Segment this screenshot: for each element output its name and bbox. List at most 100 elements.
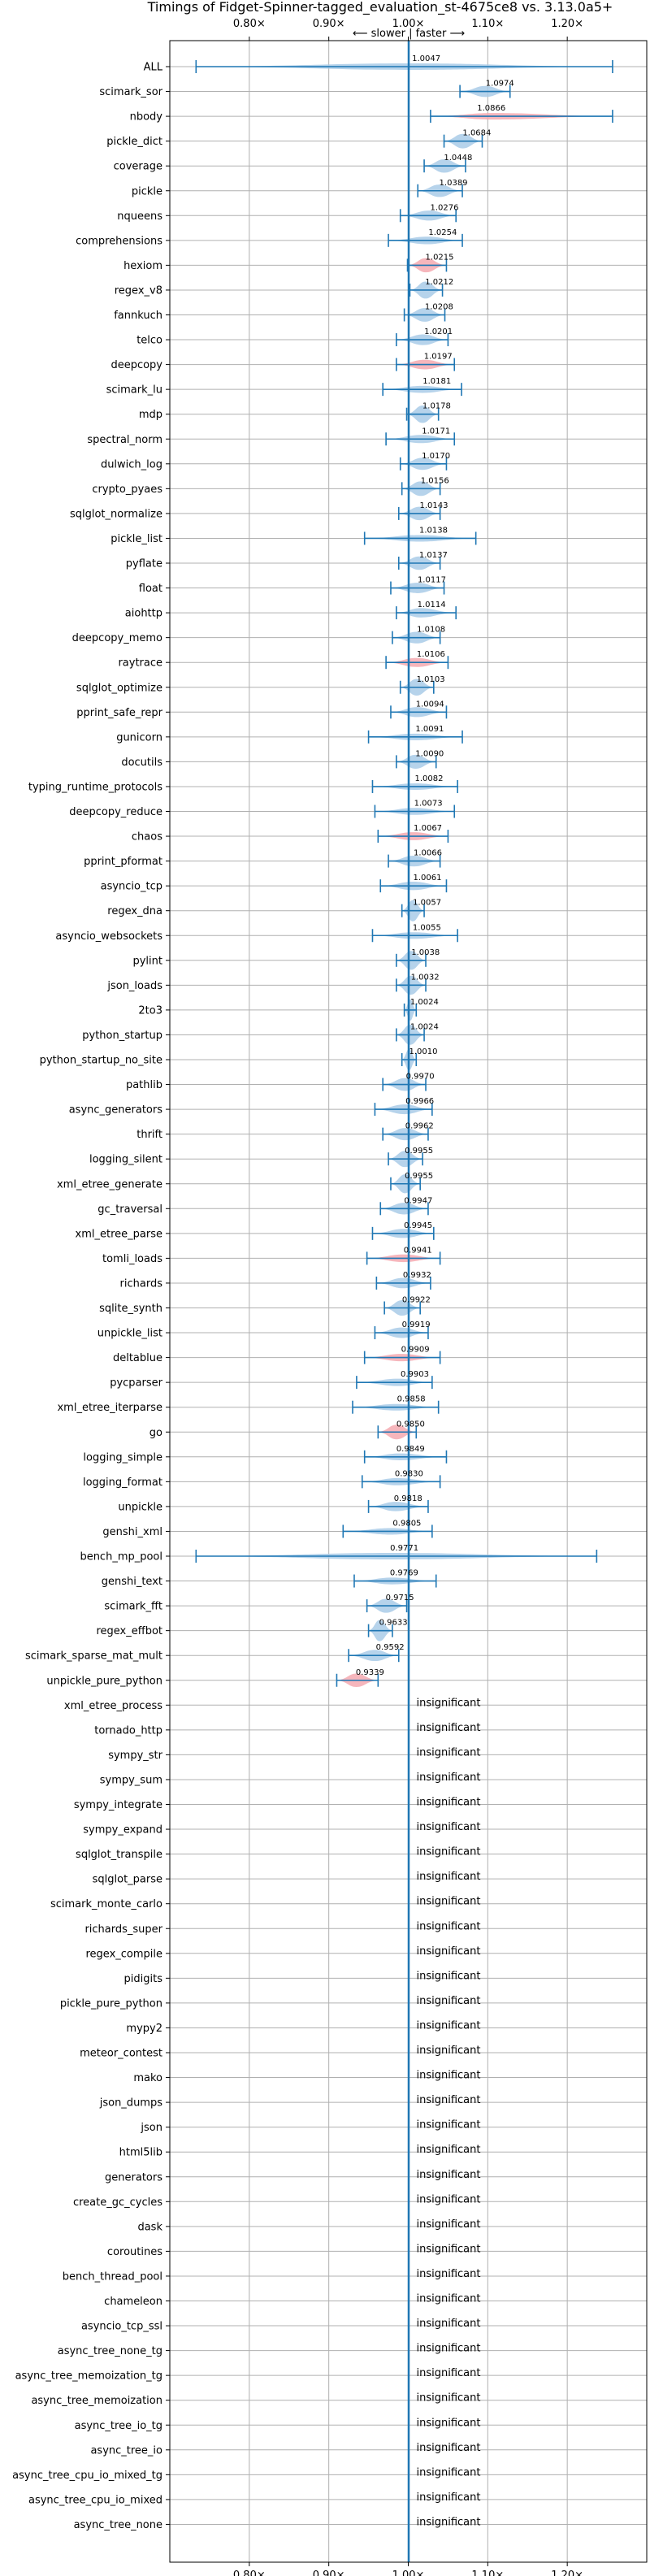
- value-label: 1.0276: [431, 203, 459, 212]
- value-label: 0.9805: [392, 1519, 421, 1528]
- benchmark-label: xml_etree_generate: [57, 1178, 162, 1190]
- benchmark-label: meteor_contest: [80, 2048, 162, 2060]
- benchmark-label: json_loads: [106, 980, 162, 992]
- value-label: 0.9955: [405, 1147, 433, 1156]
- insignificant-label: insignificant: [417, 2268, 481, 2280]
- value-label: 1.0448: [444, 154, 472, 163]
- benchmark-label: tomli_loads: [102, 1253, 162, 1265]
- insignificant-label: insignificant: [417, 2491, 481, 2504]
- benchmark-label: sqlglot_parse: [93, 1874, 162, 1886]
- value-label: 1.0057: [413, 899, 441, 908]
- benchmark-label: coroutines: [107, 2246, 162, 2258]
- value-label: 1.0215: [426, 253, 454, 262]
- value-label: 0.9858: [397, 1395, 426, 1404]
- benchmark-label: json_dumps: [99, 2097, 162, 2110]
- benchmark-label: genshi_xml: [102, 1526, 162, 1538]
- benchmark-label: crypto_pyaes: [92, 484, 162, 496]
- benchmark-label: async_tree_memoization: [31, 2395, 162, 2407]
- benchmark-label: bench_mp_pool: [80, 1551, 162, 1563]
- benchmark-label: regex_effbot: [96, 1625, 162, 1637]
- value-label: 0.9339: [356, 1668, 384, 1677]
- benchmark-label: deepcopy_memo: [72, 632, 162, 644]
- value-label: 1.0032: [411, 973, 440, 982]
- insignificant-label: insignificant: [417, 1896, 481, 1908]
- insignificant-label: insignificant: [417, 2516, 481, 2528]
- benchmark-label: pickle_list: [110, 533, 162, 545]
- benchmark-label: pyflate: [126, 558, 162, 570]
- value-label: 1.0106: [417, 650, 445, 659]
- insignificant-label: insignificant: [417, 2466, 481, 2478]
- x-tick-label-top: 1.20×: [551, 18, 583, 30]
- value-label: 1.0024: [410, 1022, 439, 1031]
- benchmark-label: deepcopy_reduce: [69, 806, 162, 818]
- benchmark-label: regex_compile: [85, 1948, 162, 1960]
- value-label: 1.0389: [440, 179, 468, 188]
- benchmark-label: genshi_text: [102, 1576, 162, 1588]
- benchmark-label: sympy_sum: [100, 1774, 162, 1786]
- benchmark-label: scimark_sor: [99, 86, 162, 98]
- value-label: 0.9970: [406, 1073, 435, 1082]
- value-label: 0.9922: [402, 1296, 431, 1305]
- benchmark-label: pprint_pformat: [84, 856, 162, 868]
- benchmark-label: sqlglot_normalize: [70, 508, 162, 520]
- value-label: 1.0178: [422, 402, 451, 411]
- benchmark-label: gc_traversal: [98, 1203, 162, 1216]
- benchmark-label: float: [139, 583, 162, 595]
- benchmark-label: asyncio_tcp_ssl: [81, 2321, 162, 2333]
- benchmark-label: logging_silent: [89, 1154, 162, 1166]
- insignificant-label: insignificant: [417, 2193, 481, 2205]
- value-label: 0.9945: [404, 1221, 432, 1230]
- value-label: 0.9903: [401, 1370, 429, 1379]
- value-label: 1.0143: [419, 501, 448, 510]
- insignificant-label: insignificant: [417, 2442, 481, 2454]
- value-label: 1.0171: [422, 427, 450, 436]
- x-tick-label-top: 0.90×: [313, 18, 345, 30]
- benchmark-label: xml_etree_parse: [76, 1228, 162, 1240]
- benchmark-label: create_gc_cycles: [73, 2197, 162, 2209]
- value-label: 0.9633: [379, 1619, 408, 1628]
- value-label: 1.0082: [415, 774, 444, 783]
- insignificant-label: insignificant: [417, 2218, 481, 2231]
- benchmark-label: asyncio_tcp: [101, 881, 162, 893]
- benchmark-label: aiohttp: [125, 608, 162, 620]
- benchmark-label: generators: [105, 2171, 162, 2184]
- benchmark-label: thrift: [136, 1129, 162, 1141]
- benchmark-label: pickle_pure_python: [60, 1997, 162, 2010]
- benchmark-label: scimark_fft: [104, 1601, 162, 1613]
- benchmark-label: regex_v8: [115, 284, 162, 297]
- x-tick-label-bottom: 1.20×: [551, 2569, 583, 2576]
- benchmark-label: pathlib: [126, 1079, 162, 1091]
- value-label: 0.9932: [403, 1271, 431, 1280]
- benchmark-label: pycparser: [110, 1377, 162, 1390]
- benchmark-label: async_tree_none_tg: [58, 2345, 162, 2357]
- benchmark-label: mypy2: [126, 2023, 162, 2035]
- benchmark-label: spectral_norm: [87, 434, 162, 446]
- benchmark-label: go: [150, 1427, 162, 1439]
- value-label: 1.0197: [424, 353, 453, 362]
- value-label: 1.0866: [477, 104, 505, 113]
- x-tick-label-top: 0.80×: [233, 18, 266, 30]
- direction-label: ⟵ slower | faster ⟶: [353, 28, 465, 40]
- benchmark-label: chameleon: [104, 2296, 162, 2308]
- value-label: 1.0010: [409, 1047, 437, 1056]
- benchmark-label: unpickle: [118, 1501, 162, 1513]
- value-label: 1.0073: [414, 800, 443, 809]
- insignificant-label: insignificant: [417, 1995, 481, 2007]
- value-label: 0.9919: [402, 1321, 431, 1329]
- benchmark-label: nbody: [130, 111, 163, 124]
- insignificant-label: insignificant: [417, 1821, 481, 1833]
- value-label: 1.0170: [422, 452, 450, 461]
- benchmark-label: unpickle_pure_python: [46, 1675, 162, 1687]
- insignificant-label: insignificant: [417, 2045, 481, 2057]
- x-tick-label-bottom: 1.10×: [471, 2569, 504, 2576]
- benchmark-label: gunicorn: [116, 731, 162, 744]
- insignificant-label: insignificant: [417, 1970, 481, 1982]
- value-label: 1.0094: [416, 700, 444, 709]
- benchmark-label: python_startup_no_site: [40, 1055, 162, 1067]
- benchmark-label: mdp: [139, 409, 162, 421]
- benchmark-label: scimark_sparse_mat_mult: [25, 1650, 162, 1663]
- value-label: 0.9941: [404, 1246, 432, 1255]
- x-tick-label-bottom: 0.80×: [233, 2569, 266, 2576]
- insignificant-label: insignificant: [417, 1746, 481, 1759]
